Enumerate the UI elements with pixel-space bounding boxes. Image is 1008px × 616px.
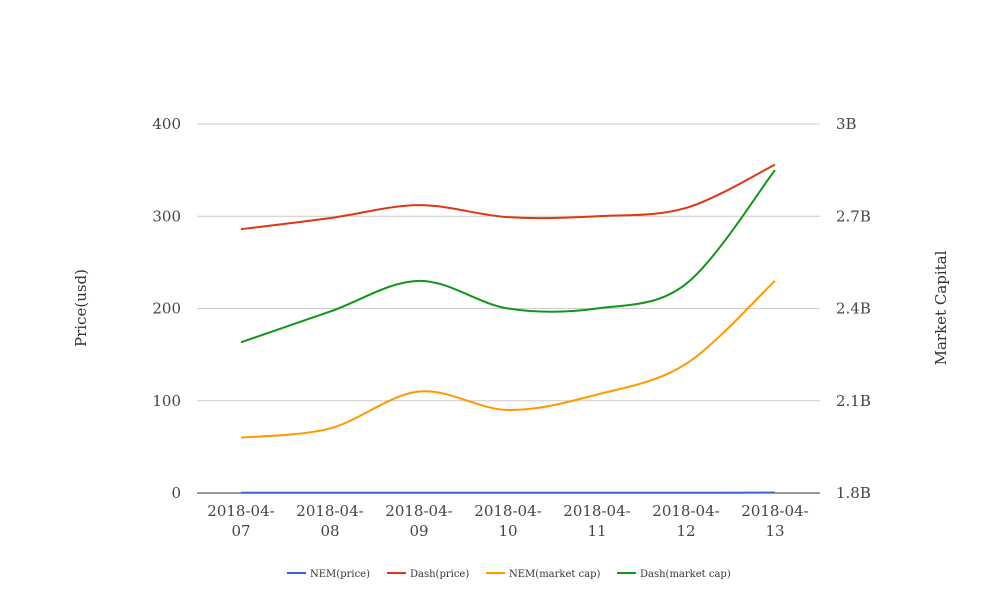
right-y-tick-label: 2.1B: [836, 392, 871, 410]
x-tick-label: 2018-04-11: [563, 502, 630, 540]
x-axis-ticks: 2018-04-07 2018-04-08 2018-04-09 2018-04-10…: [207, 502, 808, 540]
right-y-tick-label: 3B: [836, 115, 857, 133]
x-tick-label: 2018-04-07: [207, 502, 274, 540]
series-line-3: [240, 169, 776, 344]
legend-label: Dash(market cap): [640, 569, 731, 580]
right-y-tick-label: 1.8B: [836, 484, 871, 502]
right-y-tick-label: 2.7B: [836, 207, 871, 225]
x-tick-label: 2018-04-08: [296, 502, 363, 540]
series-line-1: [240, 163, 776, 231]
legend: NEM(price) Dash(price) NEM(market cap) Dash…: [287, 569, 731, 580]
x-tick-label: 2018-04-10: [474, 502, 541, 540]
x-tick-label: 2018-04-09: [385, 502, 452, 540]
left-y-tick-label: 0: [171, 484, 181, 502]
right-axis-title: Market Capital: [932, 250, 950, 365]
x-tick-label: 2018-04-12: [652, 502, 719, 540]
right-y-tick-label: 2.4B: [836, 300, 871, 318]
left-y-axis-ticks: 0 100 200 300 400: [152, 115, 181, 502]
left-y-tick-label: 400: [152, 115, 181, 133]
series-lines: [240, 163, 776, 494]
legend-label: NEM(market cap): [509, 569, 601, 580]
left-y-tick-label: 100: [152, 392, 181, 410]
left-axis-title: Price(usd): [72, 269, 90, 347]
left-y-tick-label: 300: [152, 207, 181, 225]
left-y-tick-label: 200: [152, 300, 181, 318]
x-tick-label: 2018-04-13: [741, 502, 808, 540]
legend-label: NEM(price): [310, 569, 370, 580]
right-y-axis-ticks: 1.8B 2.1B 2.4B 2.7B 3B: [836, 115, 871, 502]
series-line-2: [240, 280, 776, 439]
legend-label: Dash(price): [410, 569, 469, 580]
